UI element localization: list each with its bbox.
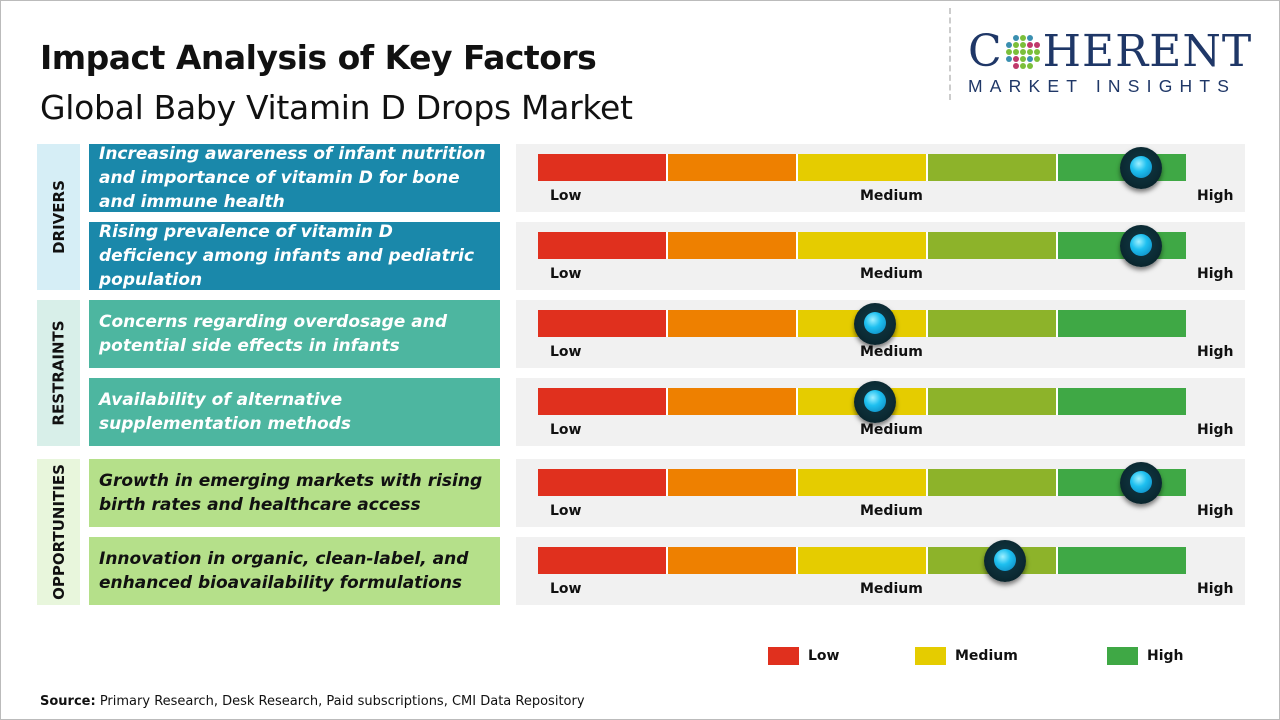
impact-meter: Low Medium High bbox=[516, 300, 1245, 368]
source-label: Source: bbox=[40, 694, 96, 709]
page-title: Impact Analysis of Key Factors bbox=[40, 38, 597, 77]
scale-label-high: High bbox=[1197, 344, 1234, 360]
impact-indicator-knob bbox=[1119, 462, 1162, 504]
category-label: DRIVERS bbox=[49, 180, 68, 254]
factor-text: Concerns regarding overdosage and potent… bbox=[89, 300, 500, 368]
scale-segment bbox=[668, 154, 798, 181]
scale-label-low: Low bbox=[550, 422, 582, 438]
scale-segment bbox=[1058, 310, 1186, 337]
scale-segment bbox=[538, 547, 668, 574]
scale-label-low: Low bbox=[550, 266, 582, 282]
logo-letter: C bbox=[968, 26, 1003, 77]
logo-text: HERENT bbox=[1042, 26, 1253, 77]
scale-segment bbox=[668, 310, 798, 337]
scale-label-low: Low bbox=[550, 344, 582, 360]
scale-label-high: High bbox=[1197, 581, 1234, 597]
scale-segment bbox=[928, 388, 1058, 415]
impact-indicator-knob bbox=[1119, 147, 1162, 189]
scale-label-high: High bbox=[1197, 266, 1234, 282]
impact-scale-bar bbox=[538, 232, 1186, 259]
legend-swatch bbox=[1107, 647, 1138, 665]
scale-label-medium: Medium bbox=[860, 503, 923, 519]
category-drivers: DRIVERS bbox=[37, 144, 80, 290]
divider bbox=[949, 8, 951, 100]
scale-segment bbox=[928, 469, 1058, 496]
scale-label-low: Low bbox=[550, 581, 582, 597]
category-restraints: RESTRAINTS bbox=[37, 300, 80, 446]
impact-indicator-knob bbox=[983, 540, 1026, 582]
scale-segment bbox=[798, 232, 928, 259]
factor-text: Growth in emerging markets with rising b… bbox=[89, 459, 500, 527]
legend-item-low: Low bbox=[768, 647, 839, 665]
scale-segment bbox=[798, 469, 928, 496]
scale-label-medium: Medium bbox=[860, 581, 923, 597]
factor-text: Innovation in organic, clean-label, and … bbox=[89, 537, 500, 605]
impact-scale-bar bbox=[538, 154, 1186, 181]
impact-indicator-knob bbox=[1119, 225, 1162, 267]
scale-label-medium: Medium bbox=[860, 266, 923, 282]
legend-item-high: High bbox=[1107, 647, 1184, 665]
legend-label: Medium bbox=[955, 648, 1018, 664]
scale-segment bbox=[538, 469, 668, 496]
impact-scale-bar bbox=[538, 547, 1186, 574]
scale-label-low: Low bbox=[550, 503, 582, 519]
scale-segment bbox=[538, 232, 668, 259]
legend-label: Low bbox=[808, 648, 840, 664]
scale-segment bbox=[668, 388, 798, 415]
source-note: Source: Primary Research, Desk Research,… bbox=[40, 694, 585, 709]
impact-scale-bar bbox=[538, 469, 1186, 496]
scale-segment bbox=[798, 154, 928, 181]
scale-label-medium: Medium bbox=[860, 422, 923, 438]
scale-segment bbox=[1058, 547, 1186, 574]
scale-segment bbox=[928, 154, 1058, 181]
impact-indicator-knob bbox=[853, 303, 896, 345]
category-label: RESTRAINTS bbox=[49, 320, 68, 426]
scale-label-high: High bbox=[1197, 188, 1234, 204]
scale-segment bbox=[668, 547, 798, 574]
impact-indicator-knob bbox=[853, 381, 896, 423]
source-text: Primary Research, Desk Research, Paid su… bbox=[95, 694, 585, 709]
globe-dots-icon bbox=[1005, 35, 1040, 69]
page-subtitle: Global Baby Vitamin D Drops Market bbox=[40, 88, 633, 127]
legend-swatch bbox=[915, 647, 946, 665]
scale-segment bbox=[668, 469, 798, 496]
impact-meter: Low Medium High bbox=[516, 222, 1245, 290]
factor-text: Availability of alternative supplementat… bbox=[89, 378, 500, 446]
scale-segment bbox=[538, 310, 668, 337]
impact-meter: Low Medium High bbox=[516, 378, 1245, 446]
impact-scale-bar bbox=[538, 388, 1186, 415]
logo-subtitle: MARKET INSIGHTS bbox=[968, 76, 1237, 96]
impact-scale-bar bbox=[538, 310, 1186, 337]
impact-meter: Low Medium High bbox=[516, 144, 1245, 212]
category-label: OPPORTUNITIES bbox=[49, 464, 68, 600]
scale-label-high: High bbox=[1197, 503, 1234, 519]
legend-swatch bbox=[768, 647, 799, 665]
scale-segment bbox=[1058, 388, 1186, 415]
factor-text: Rising prevalence of vitamin D deficienc… bbox=[89, 222, 500, 290]
scale-segment bbox=[928, 232, 1058, 259]
scale-segment bbox=[538, 154, 668, 181]
legend-label: High bbox=[1147, 648, 1184, 664]
factor-text: Increasing awareness of infant nutrition… bbox=[89, 144, 500, 212]
scale-label-medium: Medium bbox=[860, 344, 923, 360]
scale-segment bbox=[668, 232, 798, 259]
scale-segment bbox=[538, 388, 668, 415]
impact-meter: Low Medium High bbox=[516, 459, 1245, 527]
legend-item-medium: Medium bbox=[915, 647, 1018, 665]
logo: C HERENT MARKET INSIGHTS bbox=[968, 30, 1263, 97]
scale-segment bbox=[928, 310, 1058, 337]
scale-label-low: Low bbox=[550, 188, 582, 204]
category-opportunities: OPPORTUNITIES bbox=[37, 459, 80, 605]
scale-segment bbox=[798, 547, 928, 574]
impact-meter: Low Medium High bbox=[516, 537, 1245, 605]
scale-label-high: High bbox=[1197, 422, 1234, 438]
scale-label-medium: Medium bbox=[860, 188, 923, 204]
